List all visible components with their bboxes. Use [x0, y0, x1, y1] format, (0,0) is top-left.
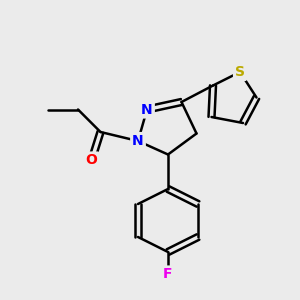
Text: S: S [235, 65, 245, 79]
Text: N: N [132, 134, 144, 148]
Text: N: N [141, 103, 153, 116]
Text: F: F [163, 268, 173, 281]
Text: O: O [85, 154, 98, 167]
